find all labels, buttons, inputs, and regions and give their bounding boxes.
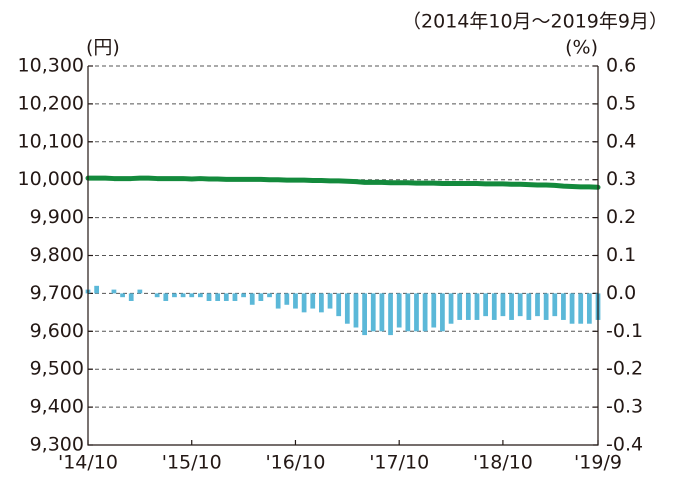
y2-tick-label: 0.5 bbox=[606, 92, 636, 114]
bar bbox=[154, 293, 160, 298]
x-tick-label: '16/10 bbox=[265, 452, 325, 474]
bar bbox=[301, 293, 307, 313]
bar bbox=[535, 293, 540, 317]
subtitle: （2014年10月～2019年9月） bbox=[402, 11, 668, 33]
bar bbox=[94, 285, 100, 294]
bar bbox=[284, 293, 290, 305]
y-tick-label: 10,300 bbox=[18, 55, 84, 77]
bar bbox=[275, 293, 281, 309]
y2-tick-label: 0.3 bbox=[606, 168, 636, 190]
bar bbox=[128, 293, 134, 301]
y2-tick-label: 0.4 bbox=[606, 130, 636, 152]
bar bbox=[474, 293, 480, 320]
bar bbox=[223, 293, 229, 301]
bar bbox=[543, 293, 549, 320]
bar bbox=[258, 293, 264, 301]
y-tick-label: 9,900 bbox=[30, 206, 84, 228]
bar bbox=[483, 293, 489, 317]
bar bbox=[293, 293, 298, 309]
bar bbox=[362, 293, 367, 336]
y-tick-label: 9,700 bbox=[30, 282, 84, 304]
bar bbox=[561, 293, 566, 320]
bar bbox=[431, 293, 437, 328]
bar bbox=[249, 293, 255, 305]
bar bbox=[578, 293, 584, 324]
bar bbox=[344, 293, 350, 324]
x-tick-label: '14/10 bbox=[58, 452, 118, 474]
x-tick-label: '19/9 bbox=[574, 452, 622, 474]
y2-tick-label: -0.3 bbox=[606, 396, 643, 418]
bar bbox=[327, 293, 333, 309]
y2-tick-label: 0.2 bbox=[606, 206, 636, 228]
bar bbox=[232, 293, 238, 301]
bar bbox=[370, 293, 376, 332]
bar bbox=[569, 293, 575, 324]
y-axis-label: (円) bbox=[86, 37, 120, 59]
bar bbox=[241, 293, 246, 298]
y2-tick-label: -0.4 bbox=[606, 434, 643, 456]
x-tick-label: '17/10 bbox=[369, 452, 429, 474]
bar bbox=[405, 293, 411, 332]
bar bbox=[379, 293, 385, 332]
bar bbox=[465, 293, 471, 320]
bar bbox=[189, 293, 195, 298]
bar bbox=[137, 289, 143, 294]
bar bbox=[206, 293, 212, 301]
bar bbox=[215, 293, 221, 301]
y2-tick-label: 0.6 bbox=[606, 55, 636, 77]
bar bbox=[120, 293, 125, 298]
y2-tick-label: 0.0 bbox=[606, 282, 636, 304]
line bbox=[85, 175, 601, 190]
y-tick-label: 9,400 bbox=[30, 396, 84, 418]
bar bbox=[319, 293, 324, 313]
y-tick-label: 10,000 bbox=[18, 168, 84, 190]
bar bbox=[197, 293, 203, 298]
bar bbox=[163, 293, 169, 301]
bar bbox=[396, 293, 402, 328]
x-tick-label: '15/10 bbox=[162, 452, 222, 474]
y2-tick-label: -0.2 bbox=[606, 358, 643, 380]
bar bbox=[111, 289, 117, 294]
bar bbox=[586, 293, 592, 324]
bar bbox=[448, 293, 454, 324]
bar bbox=[388, 293, 393, 336]
bar bbox=[353, 293, 359, 328]
bar bbox=[440, 293, 445, 332]
bar bbox=[491, 293, 497, 320]
bar bbox=[172, 293, 177, 298]
y-tick-label: 10,100 bbox=[18, 130, 84, 152]
y-tick-label: 9,800 bbox=[30, 244, 84, 266]
bar bbox=[310, 293, 316, 309]
bar bbox=[422, 293, 428, 332]
y2-tick-label: 0.1 bbox=[606, 244, 636, 266]
bar bbox=[180, 293, 186, 298]
bar bbox=[500, 293, 506, 317]
y2-tick-label: -0.1 bbox=[606, 320, 643, 342]
bar bbox=[509, 293, 514, 320]
y-tick-label: 9,300 bbox=[30, 434, 84, 456]
y2-axis-label: (%) bbox=[565, 37, 598, 59]
bar bbox=[517, 293, 523, 317]
y-tick-label: 9,600 bbox=[30, 320, 84, 342]
bar bbox=[552, 293, 558, 317]
bar bbox=[526, 293, 532, 320]
bar bbox=[267, 293, 272, 298]
y-tick-label: 9,500 bbox=[30, 358, 84, 380]
y-tick-label: 10,200 bbox=[18, 92, 84, 114]
axis-frame bbox=[87, 66, 599, 446]
bar bbox=[414, 293, 419, 332]
bar bbox=[457, 293, 463, 320]
x-tick-label: '18/10 bbox=[473, 452, 533, 474]
bar bbox=[336, 293, 342, 317]
